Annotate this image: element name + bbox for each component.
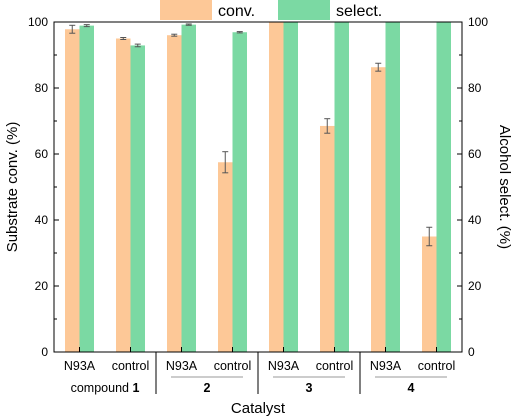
y-tick-label-left: 60 — [35, 147, 49, 161]
bar-select-4 — [283, 22, 298, 352]
bar-conv-7 — [422, 236, 437, 352]
error-bar-conv-1 — [120, 37, 127, 40]
bar-select-3 — [232, 32, 247, 352]
bar-conv-3 — [218, 162, 233, 352]
bar-conv-5 — [320, 125, 335, 352]
y-tick-label-right: 60 — [468, 147, 482, 161]
category-label-7: control — [418, 359, 456, 373]
bar-select-6 — [385, 22, 400, 352]
y-tick-label-right: 0 — [468, 345, 475, 359]
error-bar-conv-3 — [222, 151, 229, 174]
error-bar-select-2 — [185, 23, 192, 26]
bar-select-0 — [79, 25, 94, 352]
category-label-0: N93A — [64, 359, 96, 373]
y-tick-label-right: 40 — [468, 213, 482, 227]
x-axis-title: Catalyst — [231, 400, 286, 417]
bar-conv-0 — [65, 29, 80, 352]
error-bar-conv-0 — [69, 24, 76, 34]
bar-conv-1 — [116, 38, 131, 352]
bar-conv-2 — [167, 35, 182, 352]
legend-label-conv: conv. — [218, 3, 255, 20]
error-bar-conv-6 — [375, 62, 382, 72]
legend-swatch-conv — [160, 0, 212, 20]
group-label-0: compound 1 — [71, 381, 140, 395]
y-tick-label-left: 100 — [28, 15, 48, 29]
y-tick-label-right: 80 — [468, 81, 482, 95]
bar-select-7 — [436, 22, 451, 352]
axes-frame — [53, 21, 463, 353]
error-bar-select-1 — [134, 43, 141, 48]
y-tick-label-left: 0 — [41, 345, 48, 359]
error-bar-conv-2 — [171, 33, 178, 37]
error-bar-conv-7 — [426, 226, 433, 247]
category-label-6: N93A — [370, 359, 402, 373]
category-label-4: N93A — [268, 359, 300, 373]
plot-area: 0 20 40 60 80 100 0 20 40 60 80 100 — [28, 15, 488, 359]
group-label-1: 2 — [204, 381, 211, 395]
error-bar-select-3 — [236, 31, 243, 34]
error-bar-conv-5 — [324, 118, 331, 134]
group-label-2: 3 — [306, 381, 313, 395]
group-label-3: 4 — [408, 381, 415, 395]
category-label-3: control — [214, 359, 252, 373]
legend-label-select: select. — [336, 3, 382, 20]
category-label-2: N93A — [166, 359, 198, 373]
y-tick-label-right: 100 — [468, 15, 488, 29]
category-label-5: control — [316, 359, 354, 373]
bar-select-2 — [181, 24, 196, 352]
legend: conv. select. — [160, 0, 382, 20]
bar-conv-4 — [269, 22, 284, 352]
y-axis-title-right: Alcohol select. (%) — [496, 125, 512, 249]
legend-swatch-select — [278, 0, 330, 20]
bar-select-5 — [334, 22, 349, 352]
category-label-1: control — [112, 359, 150, 373]
bar-select-1 — [130, 45, 145, 353]
y-tick-label-left: 80 — [35, 81, 49, 95]
y-tick-label-right: 20 — [468, 279, 482, 293]
bar-conv-6 — [371, 67, 386, 353]
y-axis-title-left: Substrate conv. (%) — [4, 122, 21, 253]
y-tick-label-left: 20 — [35, 279, 49, 293]
error-bar-select-0 — [83, 24, 90, 28]
y-tick-label-left: 40 — [35, 213, 49, 227]
